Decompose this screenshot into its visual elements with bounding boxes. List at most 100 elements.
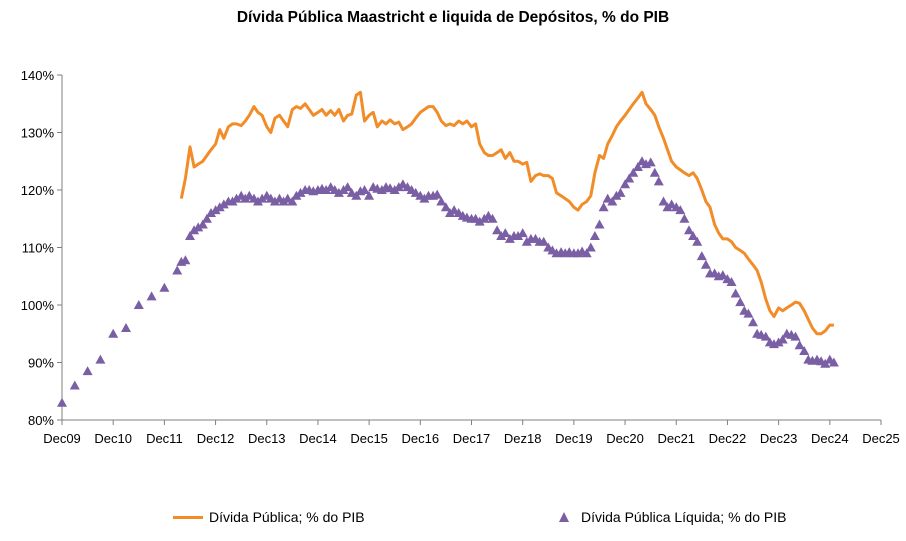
data-point-net-debt — [197, 219, 208, 229]
x-tick-label: Dec17 — [453, 431, 491, 446]
data-point-net-debt — [487, 213, 498, 223]
data-point-net-debt — [432, 189, 443, 199]
y-tick-label: 90% — [28, 356, 54, 371]
legend-label-debt: Dívida Pública; % do PIB — [209, 509, 365, 525]
data-point-net-debt — [735, 297, 746, 307]
data-point-net-debt — [201, 213, 212, 223]
data-point-net-debt — [172, 265, 183, 275]
data-point-net-debt — [82, 366, 93, 376]
legend-label-net-debt: Dívida Pública Líquida; % do PIB — [581, 509, 787, 525]
data-point-net-debt — [419, 193, 430, 203]
data-point-net-debt — [121, 323, 131, 332]
x-tick-label: Dec10 — [94, 431, 132, 446]
data-point-net-debt — [351, 190, 362, 200]
data-point-net-debt — [393, 182, 404, 192]
x-tick-label: Dec16 — [402, 431, 440, 446]
data-point-net-debt — [218, 199, 229, 209]
data-point-net-debt — [666, 199, 677, 209]
y-axis: 80% 90% 100% 110% 120% 130% 140% — [21, 68, 63, 428]
legend-triangle-swatch — [559, 512, 569, 522]
data-point-net-debt — [185, 231, 195, 240]
x-tick-label: Dec20 — [606, 431, 644, 446]
y-tick-label: 120% — [21, 183, 55, 198]
data-point-net-debt — [517, 228, 528, 238]
data-point-net-debt — [790, 331, 801, 341]
data-point-net-debt — [777, 334, 788, 344]
data-point-net-debt — [726, 277, 737, 286]
data-point-net-debt — [799, 346, 810, 355]
x-tick-label: Dec25 — [862, 431, 900, 446]
data-point-net-debt — [607, 196, 618, 206]
x-tick-label: Dec13 — [248, 431, 286, 446]
data-point-net-debt — [581, 248, 592, 258]
data-point-net-debt — [206, 208, 216, 217]
data-point-net-debt — [700, 259, 711, 269]
legend-line-swatch — [173, 515, 203, 519]
data-point-net-debt — [688, 231, 699, 240]
data-point-net-debt — [436, 196, 447, 206]
data-point-net-debt — [108, 328, 119, 338]
data-point-net-debt — [133, 300, 144, 309]
series-line-debt — [179, 90, 834, 336]
data-point-net-debt — [440, 202, 451, 212]
x-tick-label: Dec22 — [709, 431, 747, 446]
data-point-net-debt — [696, 251, 707, 261]
data-point-net-debt — [585, 242, 596, 252]
x-tick-label: Dec09 — [43, 431, 81, 446]
data-point-net-debt — [743, 308, 754, 318]
y-tick-label: 80% — [28, 413, 54, 428]
data-point-net-debt — [717, 270, 728, 280]
data-point-net-debt — [333, 187, 344, 197]
y-tick-label: 140% — [21, 68, 55, 83]
legend-item-debt: Dívida Pública; % do PIB — [173, 509, 365, 525]
data-point-net-debt — [69, 380, 80, 390]
x-tick-label: Dec12 — [197, 431, 235, 446]
data-point-net-debt — [624, 173, 635, 183]
data-point-net-debt — [210, 205, 221, 215]
data-point-net-debt — [500, 228, 511, 238]
series-layer — [57, 90, 839, 407]
data-point-net-debt — [794, 340, 805, 350]
y-tick-label: 130% — [21, 126, 55, 141]
data-point-net-debt — [295, 187, 306, 197]
data-point-net-debt — [95, 354, 106, 364]
data-point-net-debt — [359, 185, 370, 194]
data-point-net-debt — [594, 219, 605, 229]
data-point-net-debt — [287, 196, 298, 206]
data-point-net-debt — [193, 222, 204, 232]
data-point-net-debt — [632, 162, 643, 171]
chart-title: Dívida Pública Maastricht e liquida de D… — [236, 9, 670, 26]
data-point-net-debt — [620, 179, 631, 189]
data-point-net-debt — [159, 282, 170, 292]
data-point-net-debt — [244, 190, 255, 200]
data-point-net-debt — [645, 157, 656, 167]
data-point-net-debt — [598, 202, 609, 212]
data-point-net-debt — [628, 167, 639, 177]
data-point-net-debt — [760, 331, 771, 341]
x-tick-label: Dec14 — [299, 431, 337, 446]
data-point-net-debt — [269, 196, 280, 206]
data-point-net-debt — [692, 236, 703, 246]
data-point-net-debt — [658, 196, 669, 206]
data-point-net-debt — [57, 397, 67, 407]
x-tick-label: Dec15 — [350, 431, 388, 446]
data-point-net-debt — [748, 317, 758, 327]
legend-item-net-debt: Dívida Pública Líquida; % do PIB — [559, 509, 786, 525]
data-point-net-debt — [364, 190, 375, 200]
data-point-net-debt — [679, 213, 690, 223]
data-point-net-debt — [521, 236, 532, 246]
data-point-net-debt — [589, 231, 600, 240]
data-point-net-debt — [684, 225, 694, 235]
data-point-net-debt — [730, 288, 741, 298]
data-point-net-debt — [189, 225, 200, 235]
data-point-net-debt — [615, 187, 626, 197]
data-point-net-debt — [342, 182, 353, 192]
x-tick-label: Dec21 — [657, 431, 695, 446]
data-point-net-debt — [675, 205, 686, 215]
data-point-net-debt — [828, 357, 839, 367]
x-tick-label: Dec19 — [555, 431, 593, 446]
x-tick-label: Dez18 — [504, 431, 542, 446]
data-point-net-debt — [538, 236, 549, 246]
x-tick-label: Dec23 — [760, 431, 798, 446]
